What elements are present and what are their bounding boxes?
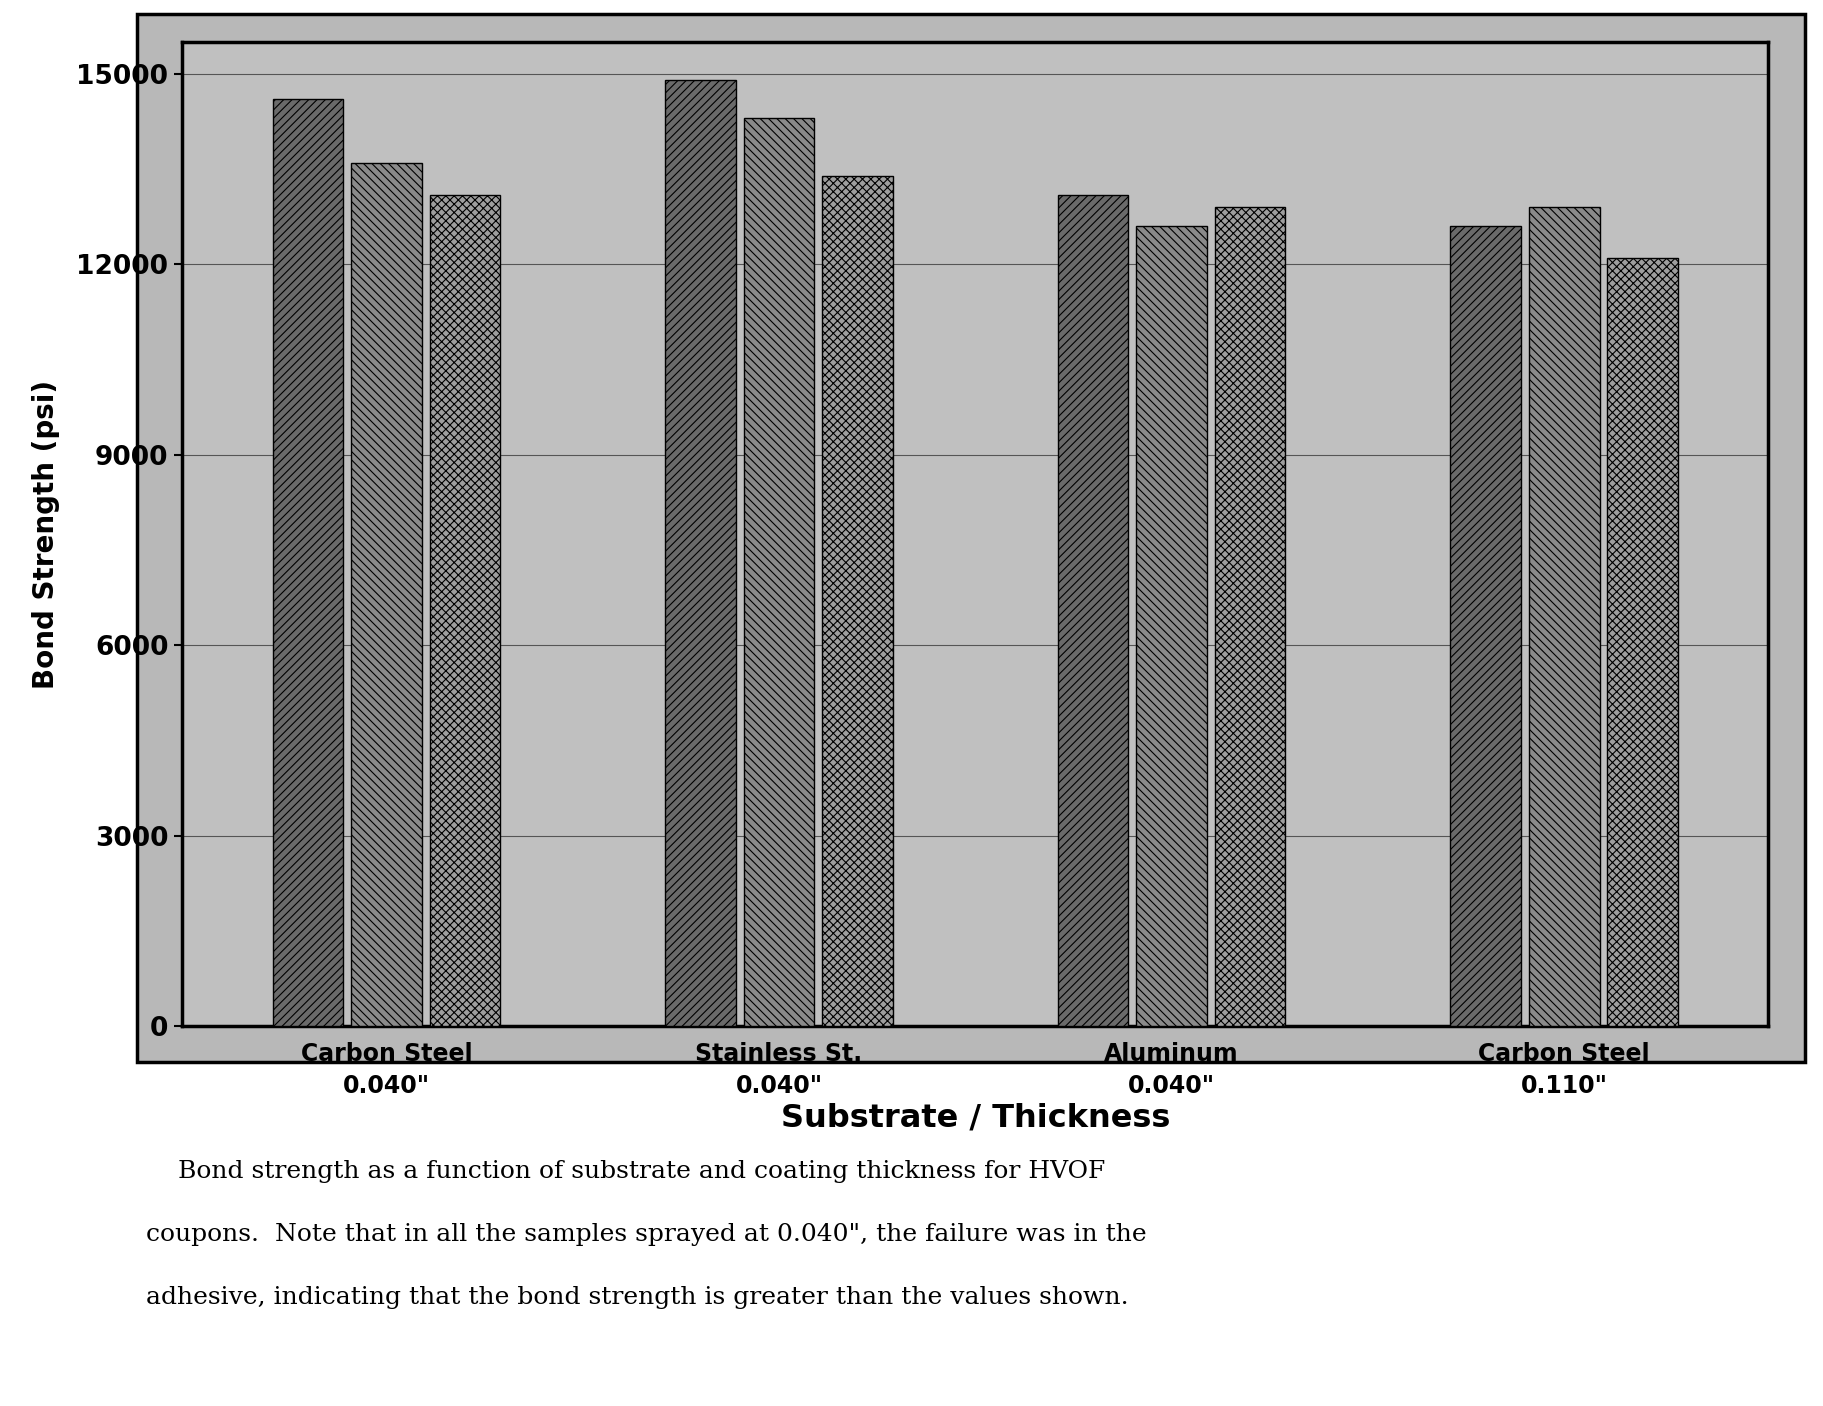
Bar bbox=[1057, 194, 1128, 1026]
Bar bbox=[665, 80, 736, 1026]
Bar bbox=[822, 176, 893, 1026]
Bar bbox=[352, 163, 421, 1026]
Bar bbox=[273, 100, 343, 1026]
Bar bbox=[1529, 207, 1599, 1026]
Bar bbox=[744, 118, 815, 1026]
Bar bbox=[1214, 207, 1285, 1026]
Text: adhesive, indicating that the bond strength is greater than the values shown.: adhesive, indicating that the bond stren… bbox=[146, 1286, 1128, 1309]
Text: coupons.  Note that in all the samples sprayed at 0.040", the failure was in the: coupons. Note that in all the samples sp… bbox=[146, 1223, 1147, 1246]
Text: Bond strength as a function of substrate and coating thickness for HVOF: Bond strength as a function of substrate… bbox=[146, 1160, 1105, 1182]
Bar bbox=[430, 194, 500, 1026]
Y-axis label: Bond Strength (psi): Bond Strength (psi) bbox=[31, 380, 60, 689]
Bar bbox=[1136, 226, 1207, 1026]
Text: Substrate / Thickness: Substrate / Thickness bbox=[780, 1102, 1170, 1133]
Bar bbox=[1451, 226, 1520, 1026]
Bar bbox=[1608, 259, 1677, 1026]
